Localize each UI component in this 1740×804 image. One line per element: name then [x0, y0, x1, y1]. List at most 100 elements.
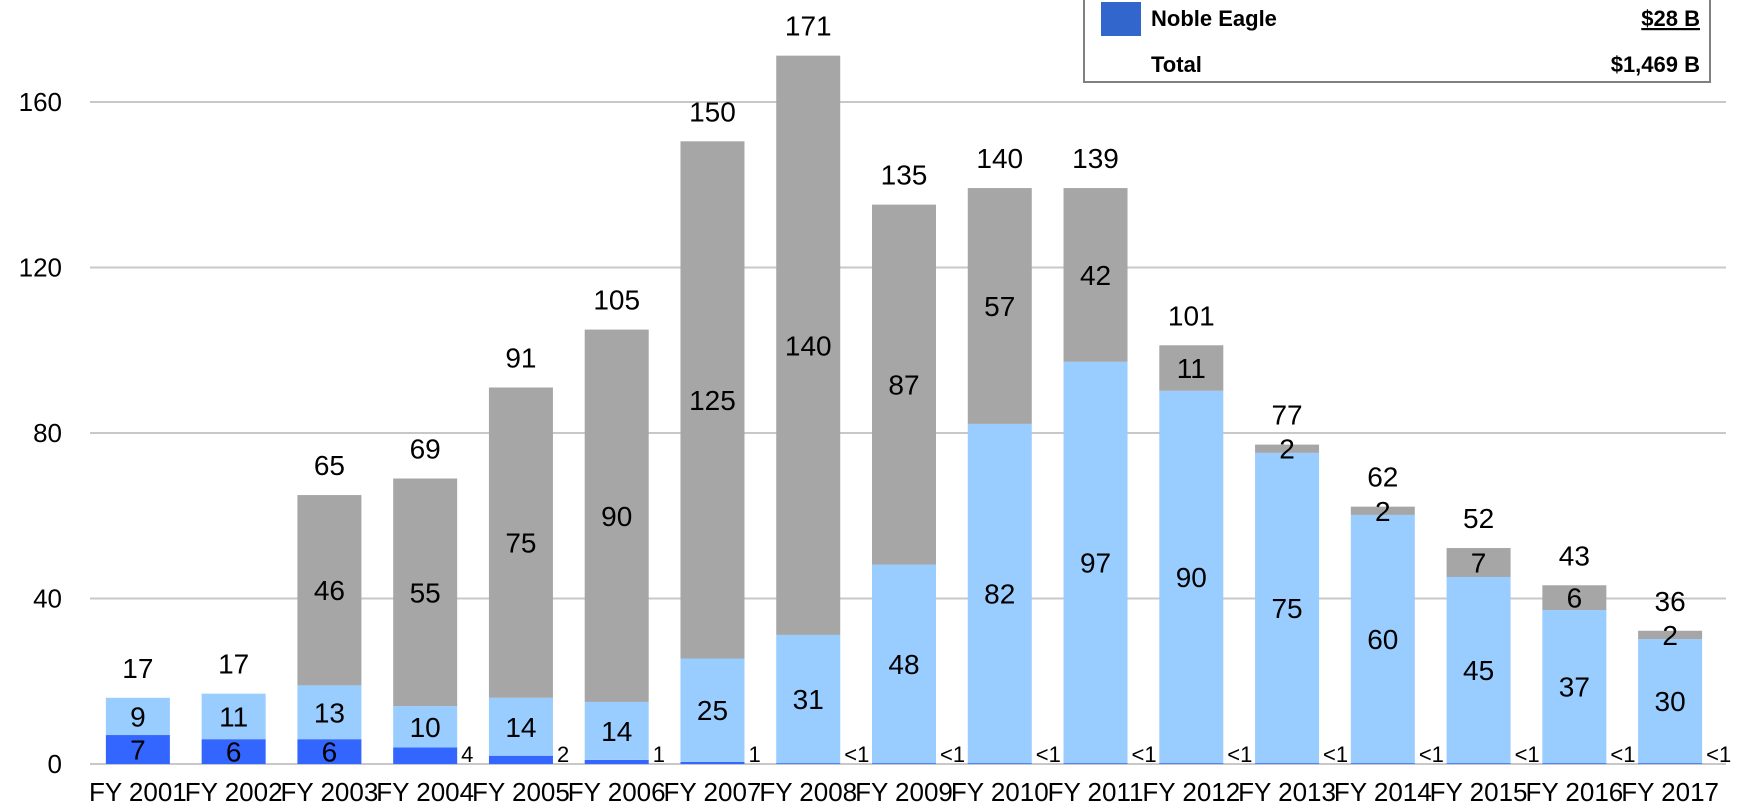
bar-segment-series0-3 — [393, 747, 458, 764]
x-tick-label-6: FY 2007 — [664, 777, 762, 804]
data-label-series1-5: 14 — [601, 716, 632, 747]
data-label-series1-8: 48 — [888, 649, 919, 680]
data-label-series2-14: 7 — [1471, 548, 1487, 579]
data-label-series2-4: 75 — [505, 528, 536, 559]
bar-segment-series0-1 — [201, 739, 266, 764]
bar-segment-series1-7 — [776, 634, 841, 764]
total-label-12: 77 — [1271, 400, 1302, 431]
bar-segment-series1-3 — [393, 706, 458, 748]
x-tick-label-1: FY 2002 — [185, 777, 283, 804]
total-label-2: 65 — [314, 450, 345, 481]
data-label-series0-8: <1 — [940, 742, 965, 767]
data-label-series0-13: <1 — [1419, 742, 1444, 767]
data-label-series0-12: <1 — [1323, 742, 1348, 767]
bar-segment-series0-6 — [680, 761, 745, 764]
data-label-series1-13: 60 — [1367, 624, 1398, 655]
bar-segment-series1-1 — [201, 693, 266, 740]
data-label-series1-6: 25 — [697, 695, 728, 726]
data-label-series1-10: 97 — [1080, 548, 1111, 579]
total-label-1: 17 — [218, 649, 249, 680]
bar-segment-series2-16 — [1638, 630, 1703, 640]
data-label-series2-5: 90 — [601, 501, 632, 532]
bar-segment-series0-15 — [1542, 763, 1607, 764]
total-label-16: 36 — [1655, 586, 1686, 617]
x-tick-label-9: FY 2010 — [951, 777, 1049, 804]
legend-swatch-noble-eagle — [1101, 2, 1141, 36]
bar-segment-series2-12 — [1255, 444, 1320, 453]
bar-segment-series0-14 — [1446, 763, 1511, 764]
y-tick-label-40: 40 — [33, 584, 62, 614]
data-label-series0-7: <1 — [844, 742, 869, 767]
bar-segment-series2-8 — [872, 204, 936, 565]
bar-segment-series1-2 — [297, 685, 362, 740]
bar-segment-series2-11 — [1159, 345, 1224, 391]
bar-segment-series0-16 — [1638, 763, 1703, 764]
data-label-series2-7: 140 — [785, 330, 832, 361]
bar-segment-series2-14 — [1446, 548, 1511, 577]
bar-segment-series0-10 — [1063, 763, 1128, 764]
bar-segment-series2-5 — [584, 329, 649, 702]
bar-segment-series1-10 — [1063, 361, 1128, 764]
total-label-13: 62 — [1367, 462, 1398, 493]
data-label-series2-10: 42 — [1080, 260, 1111, 291]
data-labels: 7917611176134665410556921475911149010512… — [122, 11, 1731, 768]
total-label-3: 69 — [410, 434, 441, 465]
bar-segment-series2-13 — [1350, 506, 1415, 515]
bar-segment-series0-9 — [967, 763, 1032, 764]
bar-segment-series0-12 — [1255, 763, 1320, 764]
bar-segment-series1-11 — [1159, 390, 1224, 764]
data-label-series1-16: 30 — [1655, 686, 1686, 717]
data-label-series1-3: 10 — [410, 712, 441, 743]
bar-segment-series2-6 — [680, 141, 745, 659]
bar-segment-series0-5 — [584, 759, 649, 764]
y-tick-label-80: 80 — [33, 418, 62, 448]
legend-box — [1083, 0, 1711, 83]
bar-segment-series0-7 — [776, 763, 841, 764]
legend-value-total: $1,469 B — [1611, 52, 1700, 77]
x-tick-label-3: FY 2004 — [376, 777, 474, 804]
data-label-series0-14: <1 — [1515, 742, 1540, 767]
y-tick-label-120: 120 — [19, 253, 62, 283]
bar-segment-series0-8 — [872, 763, 936, 764]
bar-segment-series0-2 — [297, 739, 362, 764]
bar-segment-series0-13 — [1350, 763, 1415, 764]
bar-segment-series2-4 — [488, 387, 553, 698]
data-label-series0-3: 4 — [461, 742, 473, 767]
bar-segment-series2-10 — [1063, 188, 1128, 362]
data-label-series0-5: 1 — [653, 742, 665, 767]
data-label-series0-6: 1 — [748, 742, 760, 767]
bar-segment-series2-2 — [297, 495, 362, 686]
x-tick-label-15: FY 2016 — [1525, 777, 1623, 804]
bar-segment-series0-11 — [1159, 763, 1224, 764]
bar-segment-series1-12 — [1255, 452, 1320, 764]
x-tick-label-0: FY 2001 — [89, 777, 187, 804]
data-label-series0-2: 6 — [322, 737, 338, 768]
data-label-series2-6: 125 — [689, 385, 736, 416]
data-label-series1-2: 13 — [314, 697, 345, 728]
data-label-series2-15: 6 — [1567, 583, 1583, 614]
data-label-series0-9: <1 — [1036, 742, 1061, 767]
x-tick-label-4: FY 2005 — [472, 777, 570, 804]
bar-segment-series2-9 — [967, 188, 1032, 424]
total-label-4: 91 — [505, 342, 536, 373]
data-label-series1-14: 45 — [1463, 655, 1494, 686]
bar-segment-series1-5 — [584, 701, 649, 760]
bar-segment-series2-3 — [393, 478, 458, 707]
bar-segment-series1-6 — [680, 658, 745, 762]
bar-segment-series2-7 — [776, 55, 841, 635]
data-label-series0-16: <1 — [1706, 742, 1731, 767]
total-label-11: 101 — [1168, 300, 1215, 331]
bars — [105, 55, 1703, 764]
data-label-series1-7: 31 — [793, 684, 824, 715]
bar-segment-series1-9 — [967, 423, 1032, 764]
data-label-series0-10: <1 — [1132, 742, 1157, 767]
total-label-7: 171 — [785, 11, 832, 42]
total-label-6: 150 — [689, 96, 736, 127]
data-label-series2-3: 55 — [410, 577, 441, 608]
bar-segment-series1-8 — [872, 564, 936, 764]
x-tick-label-13: FY 2014 — [1334, 777, 1432, 804]
legend-label-total: Total — [1151, 52, 1202, 77]
bar-segment-series1-16 — [1638, 639, 1703, 764]
